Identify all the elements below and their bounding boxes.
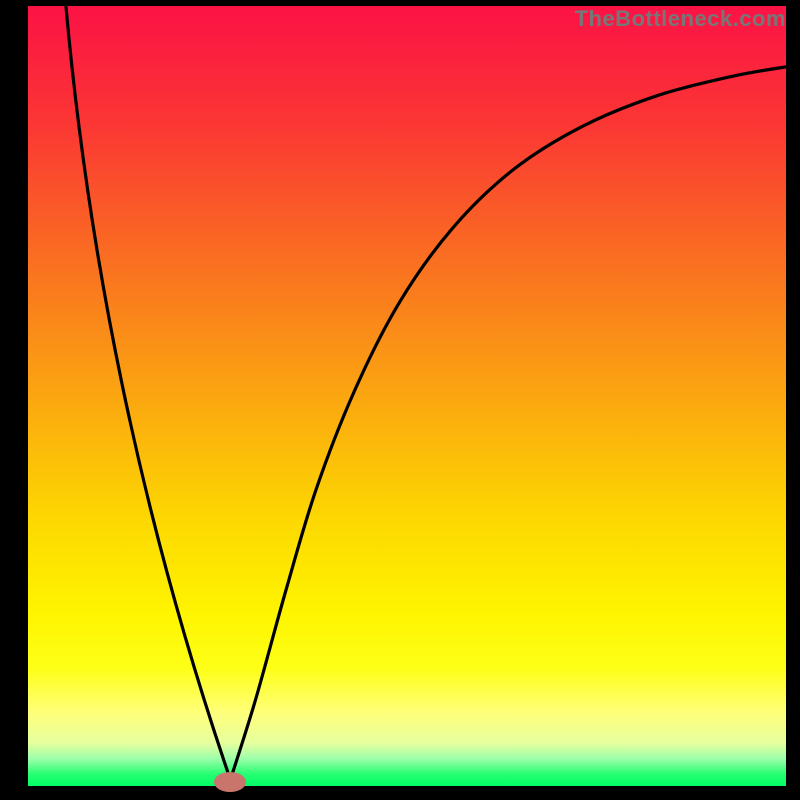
frame-right xyxy=(786,0,800,800)
watermark-text: TheBottleneck.com xyxy=(575,6,786,32)
bottleneck-curve xyxy=(28,6,786,786)
frame-left xyxy=(0,0,28,800)
chart-container: TheBottleneck.com xyxy=(0,0,800,800)
plot-area xyxy=(28,6,786,786)
frame-bottom xyxy=(0,786,800,800)
